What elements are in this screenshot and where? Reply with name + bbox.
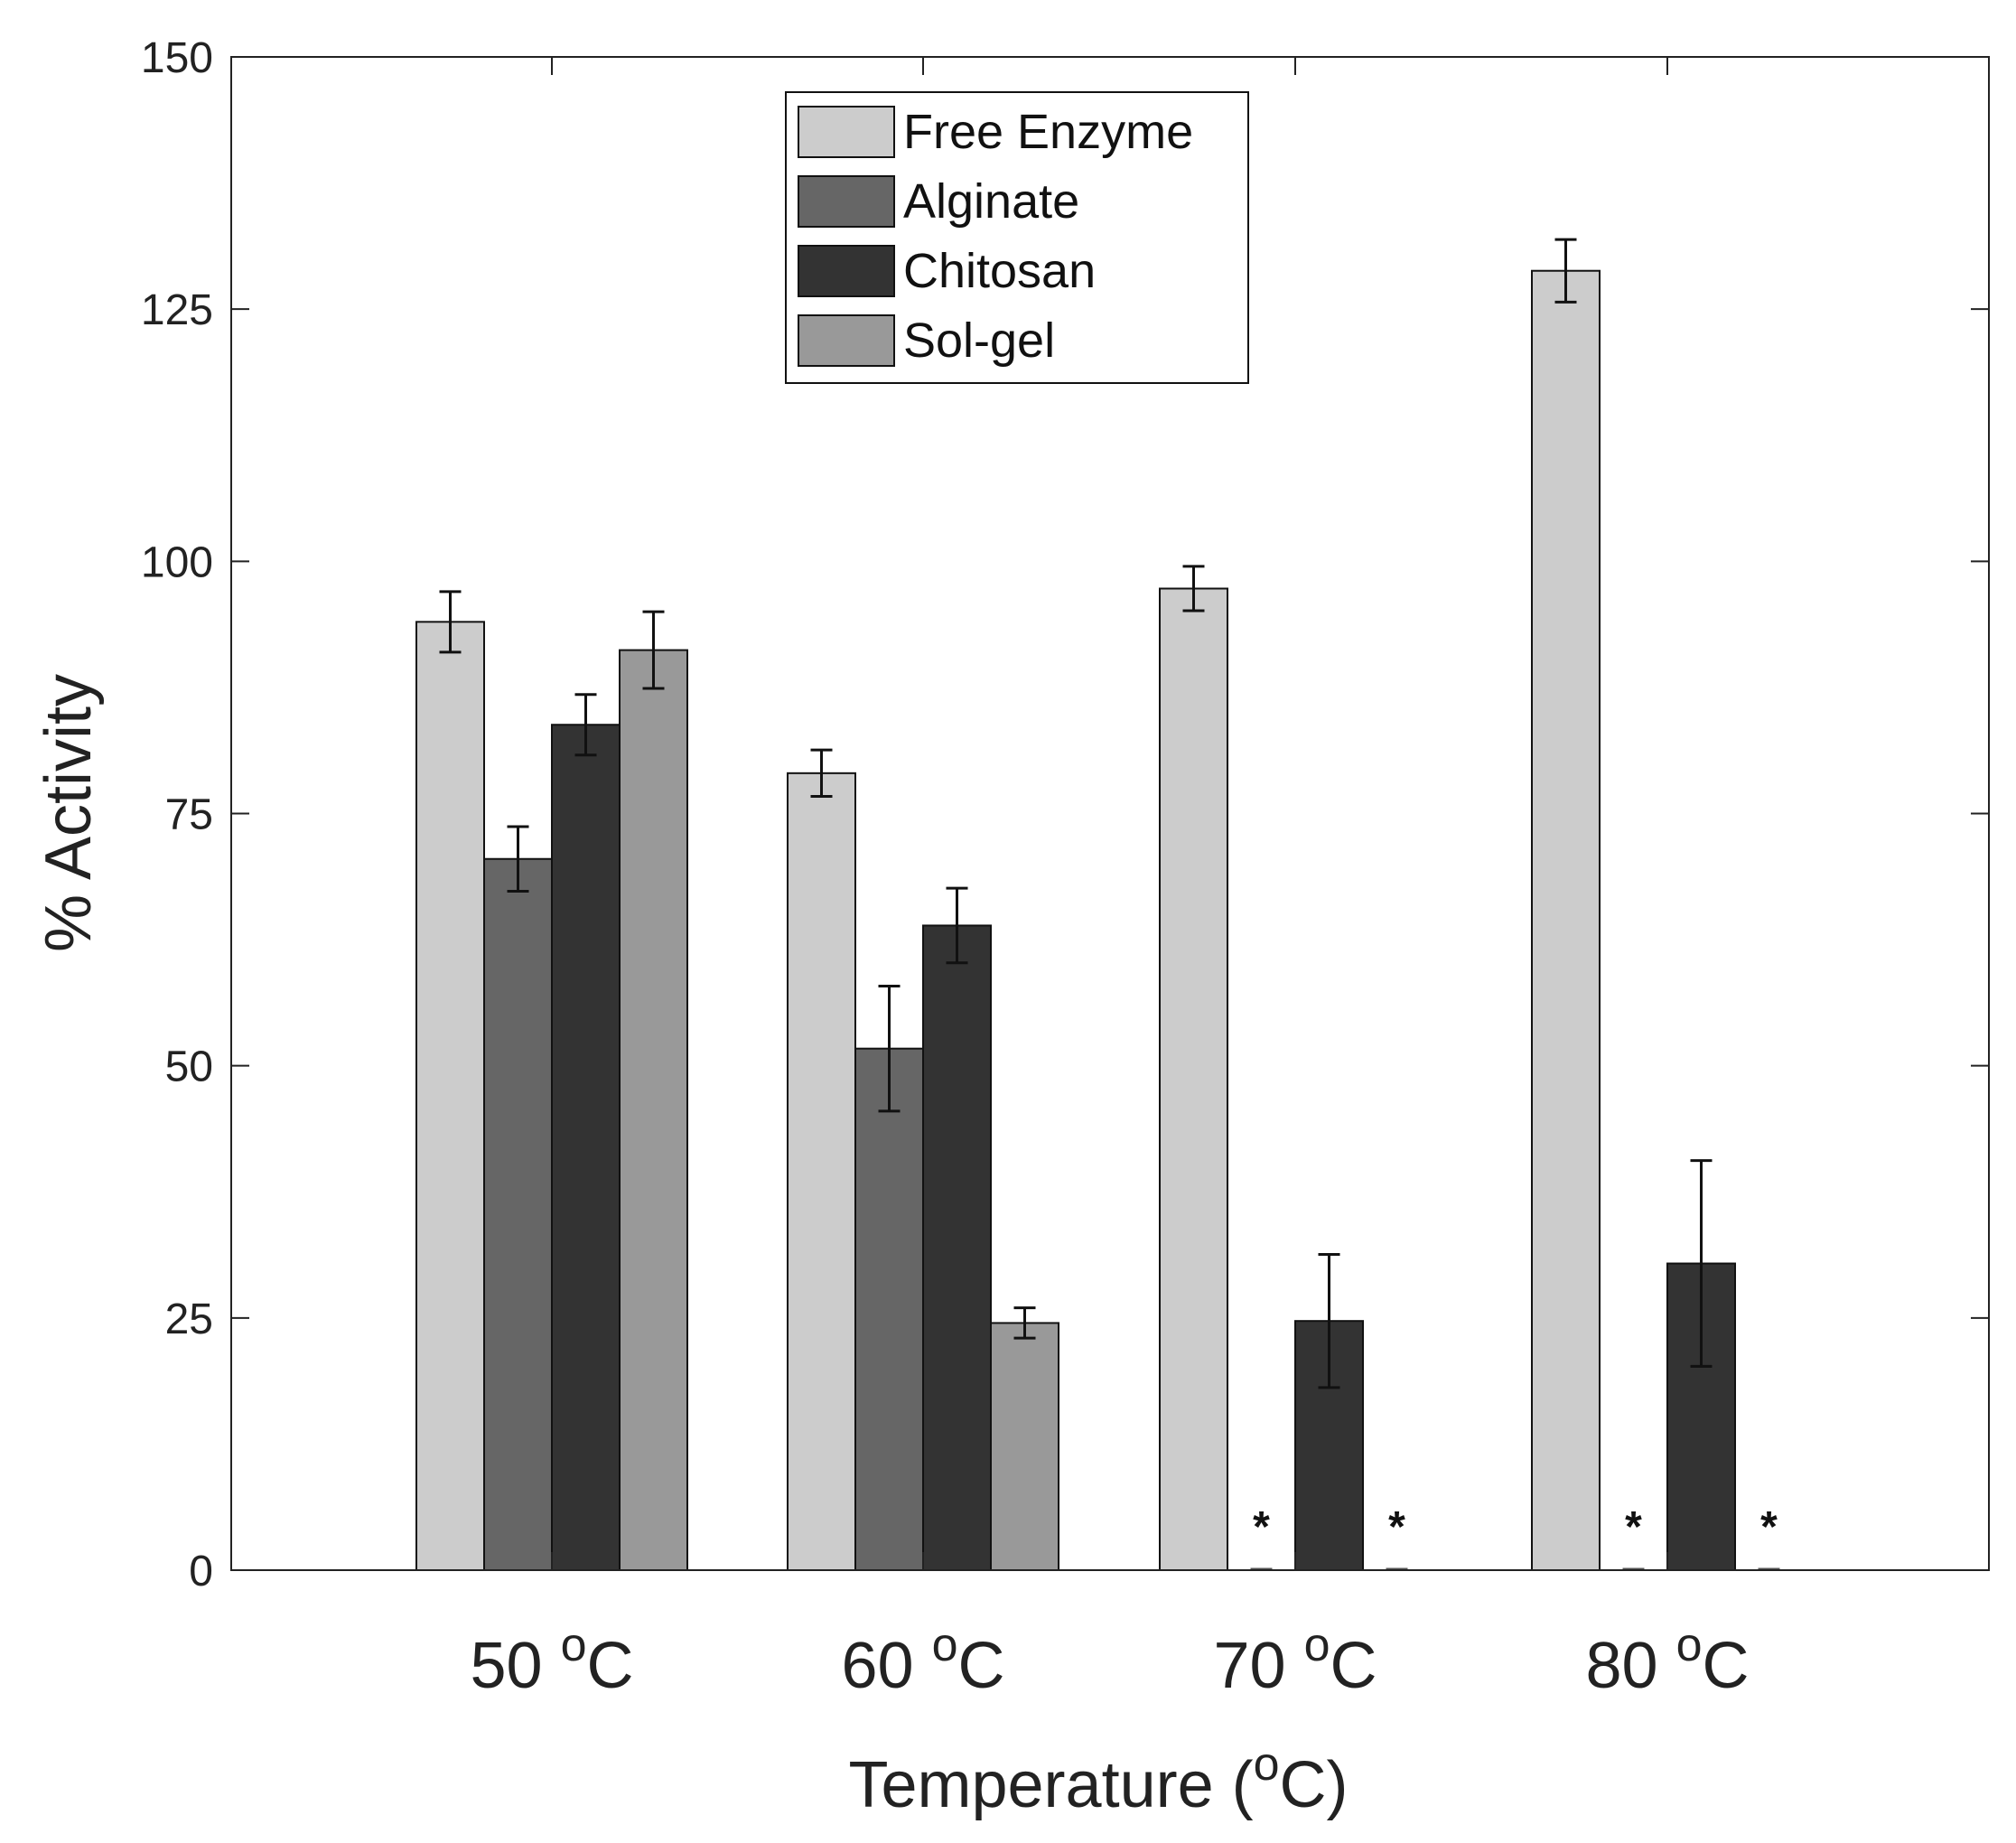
y-tick-label: 125 [141, 286, 213, 334]
x-tick-label: 50 oC [470, 1619, 633, 1702]
legend-swatch [798, 106, 895, 158]
bar-free-enzyme [415, 621, 485, 1571]
x-tick-label: 70 oC [1213, 1619, 1377, 1702]
bar-free-enzyme [787, 772, 856, 1571]
y-tick-label: 100 [141, 538, 213, 586]
x-axis-title: Temperature (oC) [848, 1738, 1348, 1821]
x-tick-label-degree: o [1676, 1619, 1703, 1671]
bar-free-enzyme [1159, 587, 1228, 1572]
legend-label: Alginate [903, 174, 1079, 229]
y-tick-label: 0 [189, 1548, 213, 1595]
x-tick-label-degree: o [932, 1619, 958, 1671]
bar-chitosan [922, 924, 992, 1571]
x-axis-title-unit: C) [1280, 1749, 1349, 1821]
annotation-asterisk: * [1388, 1503, 1405, 1551]
annotation-asterisk: * [1625, 1503, 1642, 1551]
x-tick-label: 80 oC [1585, 1619, 1749, 1702]
legend-label: Sol-gel [903, 313, 1055, 368]
x-tick-label: 60 oC [841, 1619, 1004, 1702]
y-tick-label: 150 [141, 34, 213, 82]
x-tick-label-unit: C [958, 1630, 1005, 1702]
legend-swatch [798, 175, 895, 228]
x-axis-title-degree: o [1254, 1738, 1280, 1791]
y-tick-label: 25 [165, 1296, 213, 1343]
x-tick-label-number: 80 [1585, 1630, 1675, 1702]
y-tick-label: 75 [165, 791, 213, 839]
x-tick-label-unit: C [587, 1630, 634, 1702]
annotation-asterisk: * [1253, 1503, 1270, 1551]
x-tick-label-number: 70 [1213, 1630, 1303, 1702]
bar-alginate [483, 857, 553, 1571]
bar-sol-gel [990, 1322, 1059, 1571]
y-tick-label: 50 [165, 1043, 213, 1091]
legend-label: Free Enzyme [903, 105, 1193, 159]
x-tick-label-degree: o [561, 1619, 587, 1671]
bar-free-enzyme [1531, 269, 1601, 1572]
legend-label: Chitosan [903, 244, 1096, 298]
x-tick-label-unit: C [1703, 1630, 1750, 1702]
annotation-asterisk: * [1760, 1503, 1778, 1551]
x-axis-title-text: Temperature ( [848, 1749, 1253, 1821]
bar-sol-gel [619, 649, 688, 1571]
y-axis-title: % Activity [33, 674, 105, 952]
x-tick-label-degree: o [1304, 1619, 1330, 1671]
plot-area: * * * * [415, 238, 1780, 1572]
legend-swatch [798, 245, 895, 297]
legend-swatch [798, 314, 895, 367]
x-tick-label-number: 50 [470, 1630, 560, 1702]
bar-chitosan [551, 724, 621, 1571]
x-tick-label-unit: C [1330, 1630, 1377, 1702]
x-tick-label-number: 60 [841, 1630, 931, 1702]
bar-alginate [854, 1047, 924, 1571]
legend: Free Enzyme Alginate Chitosan Sol-gel [785, 91, 1249, 384]
